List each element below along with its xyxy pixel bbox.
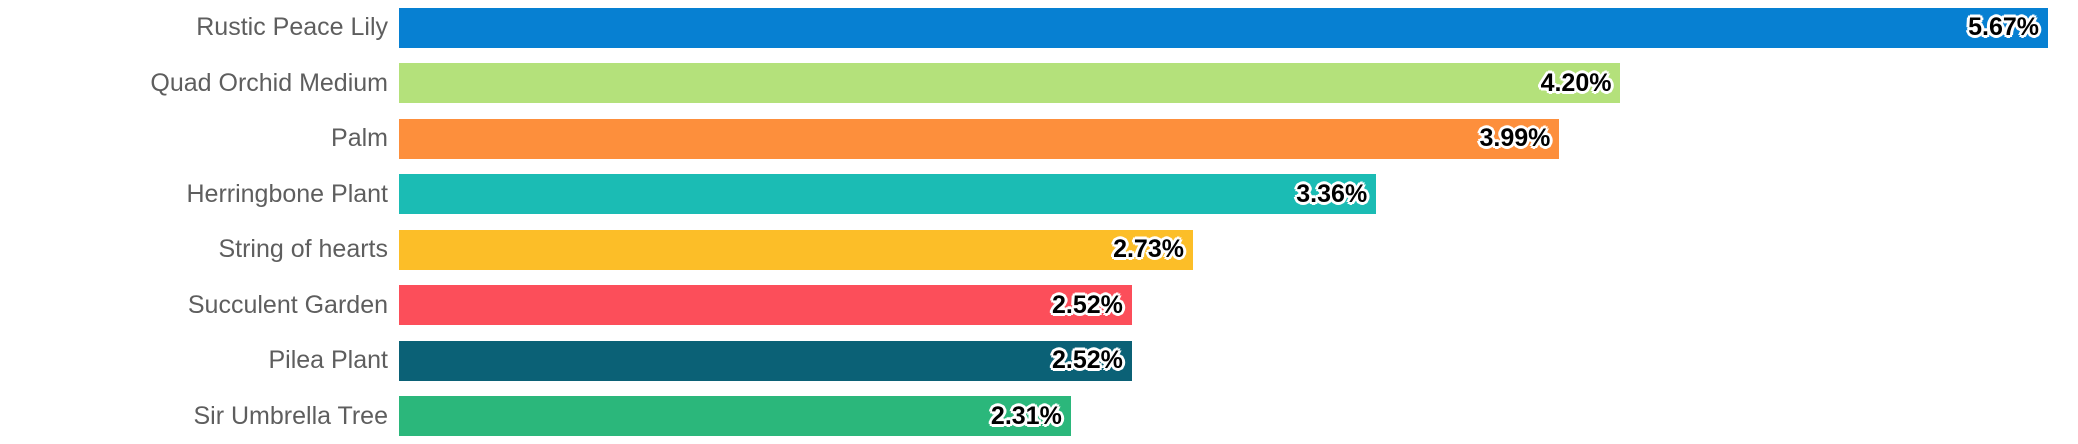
bar[interactable]: 4.20% bbox=[399, 63, 1621, 104]
bar-row: Quad Orchid Medium 4.20% bbox=[0, 56, 2078, 112]
value-label: 4.20% bbox=[1540, 68, 1612, 97]
value-label: 2.52% bbox=[1051, 346, 1123, 375]
bar[interactable]: 5.67% bbox=[399, 7, 2048, 48]
bar[interactable]: 2.31% bbox=[399, 396, 1071, 437]
bar-row: Pilea Plant 2.52% bbox=[0, 333, 2078, 389]
category-label: Quad Orchid Medium bbox=[150, 68, 388, 97]
bar[interactable]: 3.99% bbox=[399, 118, 1560, 159]
bar[interactable]: 2.52% bbox=[399, 340, 1132, 381]
category-label: Sir Umbrella Tree bbox=[193, 401, 389, 430]
plot-area: 2.52% bbox=[399, 340, 2048, 381]
bar[interactable]: 3.36% bbox=[399, 174, 1377, 215]
plot-area: 2.73% bbox=[399, 229, 2048, 270]
bar[interactable]: 2.52% bbox=[399, 285, 1132, 326]
category-label: Rustic Peace Lily bbox=[196, 13, 388, 42]
value-label: 2.31% bbox=[990, 401, 1062, 430]
category-label: Herringbone Plant bbox=[186, 179, 388, 208]
bar-row: Succulent Garden 2.52% bbox=[0, 278, 2078, 334]
value-label: 2.52% bbox=[1051, 290, 1123, 319]
plot-area: 5.67% bbox=[399, 7, 2048, 48]
bar-row: Palm 3.99% bbox=[0, 111, 2078, 167]
bar[interactable]: 2.73% bbox=[399, 229, 1193, 270]
category-label: Pilea Plant bbox=[268, 346, 388, 375]
value-label: 3.99% bbox=[1479, 124, 1551, 153]
plot-area: 3.36% bbox=[399, 174, 2048, 215]
bar-row: Sir Umbrella Tree 2.31% bbox=[0, 389, 2078, 444]
plot-area: 4.20% bbox=[399, 63, 2048, 104]
plot-area: 2.31% bbox=[399, 396, 2048, 437]
value-label: 2.73% bbox=[1113, 235, 1184, 264]
plot-area: 3.99% bbox=[399, 118, 2048, 159]
bar-row: Rustic Peace Lily 5.67% bbox=[0, 0, 2078, 56]
plot-area: 2.52% bbox=[399, 285, 2048, 326]
bar-row: String of hearts 2.73% bbox=[0, 222, 2078, 278]
category-label: Palm bbox=[331, 124, 388, 153]
value-label: 3.36% bbox=[1296, 179, 1368, 208]
category-label: String of hearts bbox=[218, 235, 388, 264]
category-label: Succulent Garden bbox=[187, 290, 388, 319]
value-label: 5.67% bbox=[1968, 13, 2039, 42]
bar-row: Herringbone Plant 3.36% bbox=[0, 167, 2078, 223]
